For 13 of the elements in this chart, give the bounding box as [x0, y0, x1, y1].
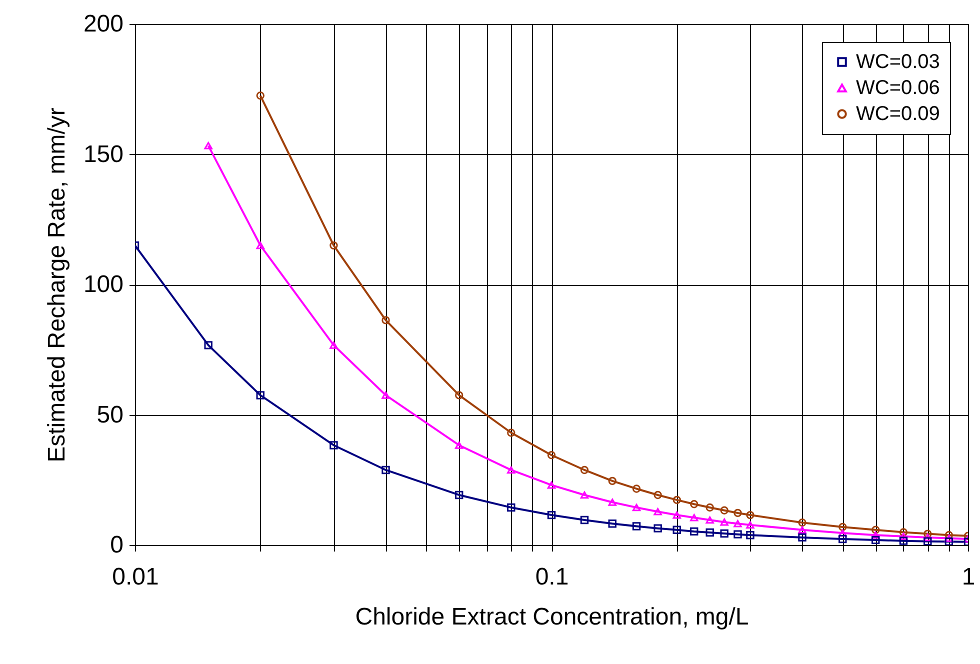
y-axis-title: Estimated Recharge Rate, mm/yr	[43, 108, 70, 462]
x-tick-label: 0.01	[112, 564, 159, 590]
x-tick-label: 0.1	[535, 564, 569, 590]
x-tick-label: 1	[962, 564, 976, 590]
y-tick-label: 0	[110, 532, 124, 558]
legend-label: WC=0.03	[856, 51, 940, 73]
legend-label: WC=0.09	[856, 103, 940, 125]
legend-label: WC=0.06	[856, 77, 940, 99]
y-tick-label: 50	[96, 401, 124, 428]
y-tick-label: 100	[83, 271, 124, 298]
y-tick-label: 150	[83, 140, 124, 168]
y-tick-label: 200	[83, 10, 124, 38]
x-axis-title: Chloride Extract Concentration, mg/L	[355, 604, 749, 630]
